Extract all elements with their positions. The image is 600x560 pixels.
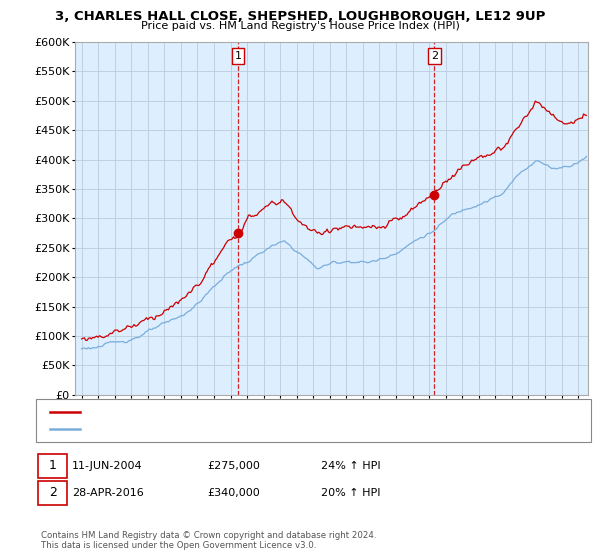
Text: 2: 2 (431, 51, 438, 61)
Text: 11-JUN-2004: 11-JUN-2004 (72, 461, 143, 471)
Text: 24% ↑ HPI: 24% ↑ HPI (321, 461, 380, 471)
Text: Contains HM Land Registry data © Crown copyright and database right 2024.
This d: Contains HM Land Registry data © Crown c… (41, 530, 377, 550)
Text: £340,000: £340,000 (207, 488, 260, 498)
Text: 1: 1 (235, 51, 241, 61)
Text: 2: 2 (49, 486, 57, 500)
Text: 1: 1 (49, 459, 57, 473)
Text: 20% ↑ HPI: 20% ↑ HPI (321, 488, 380, 498)
Text: £275,000: £275,000 (207, 461, 260, 471)
Text: HPI: Average price, detached house, Charnwood: HPI: Average price, detached house, Char… (86, 424, 322, 434)
Text: 28-APR-2016: 28-APR-2016 (72, 488, 144, 498)
Text: 3, CHARLES HALL CLOSE, SHEPSHED, LOUGHBOROUGH, LE12 9UP (detached house): 3, CHARLES HALL CLOSE, SHEPSHED, LOUGHBO… (86, 407, 499, 417)
Text: 3, CHARLES HALL CLOSE, SHEPSHED, LOUGHBOROUGH, LE12 9UP: 3, CHARLES HALL CLOSE, SHEPSHED, LOUGHBO… (55, 10, 545, 23)
Text: Price paid vs. HM Land Registry's House Price Index (HPI): Price paid vs. HM Land Registry's House … (140, 21, 460, 31)
